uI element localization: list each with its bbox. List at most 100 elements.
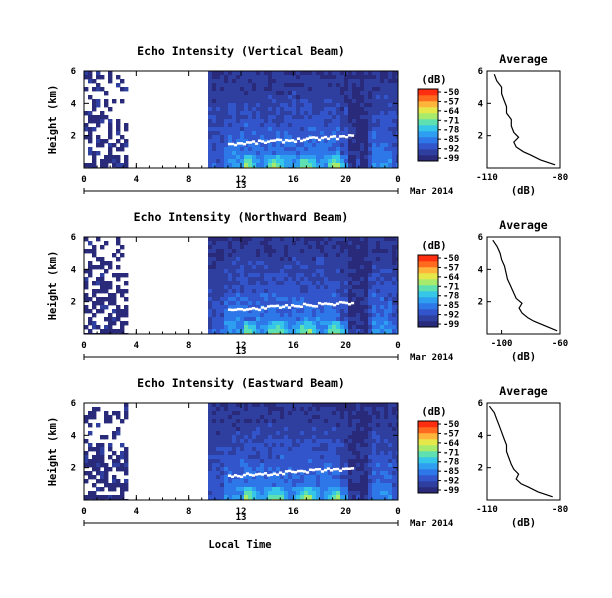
colorbar-tick-label: -57	[443, 97, 459, 107]
colorbar-segment	[418, 439, 438, 446]
colorbar-tick-label: -50	[443, 420, 459, 430]
profile-y-tick-label: 2	[478, 132, 483, 142]
x-tick-label: 8	[186, 507, 191, 517]
x-tick-label: 0	[81, 507, 86, 517]
day-label: 13	[236, 181, 247, 191]
colorbar-segment	[418, 421, 438, 428]
profile-y-tick-label: 4	[478, 431, 484, 441]
colorbar-tick-label: -85	[443, 301, 459, 311]
colorbar-segment	[418, 279, 438, 286]
panel-2: Echo Intensity (Northward Beam) Height (k…	[47, 210, 568, 363]
x-tick-label: 4	[134, 175, 140, 185]
colorbar-tick-label: -99	[443, 320, 459, 330]
y-tick-label: 4	[71, 99, 77, 109]
colorbar-tick-label: -85	[443, 467, 459, 477]
colorbar-tick-label: -50	[443, 254, 459, 264]
colorbar-tick-label: -78	[443, 126, 459, 136]
profile-x-tick-label: -80	[552, 173, 568, 183]
colorbar-segment	[418, 427, 438, 434]
y-tick-label: 6	[71, 67, 76, 77]
x-tick-label: 20	[340, 341, 351, 351]
colorbar-segment	[418, 469, 438, 476]
panel-3: Echo Intensity (Eastward Beam) Height (km…	[47, 376, 568, 529]
x-tick-label: 12	[236, 341, 247, 351]
y-axis-label: Height (km)	[47, 251, 59, 321]
date-label: Mar 2014	[410, 187, 454, 197]
profile-x-tick-label: -110	[476, 505, 498, 515]
colorbar-tick-label: -57	[443, 429, 459, 439]
x-tick-label: 0	[395, 507, 400, 517]
colorbar-segment	[418, 285, 438, 292]
profile-y-tick-label: 6	[478, 233, 483, 243]
profile-x-tick-label: -60	[552, 339, 568, 349]
colorbar-tick-label: -50	[443, 88, 459, 98]
y-tick-label: 2	[71, 464, 76, 474]
y-tick-label: 6	[71, 233, 76, 243]
colorbar-frame	[417, 254, 439, 328]
profile-y-tick-label: 2	[478, 464, 483, 474]
colorbar-segment	[418, 137, 438, 144]
colorbar-segment	[418, 487, 438, 494]
y-tick-label: 2	[71, 298, 76, 308]
colorbar-segment	[418, 291, 438, 298]
x-tick-label: 4	[134, 341, 140, 351]
colorbar-segment	[418, 321, 438, 328]
colorbar-segment	[418, 315, 438, 322]
x-tick-label: 16	[288, 507, 299, 517]
profile-y-tick-label: 4	[478, 265, 484, 275]
colorbar-segment	[418, 155, 438, 162]
colorbar-segment	[418, 89, 438, 96]
colorbar-segment	[418, 267, 438, 274]
x-tick-label: 0	[81, 175, 86, 185]
colorbar-tick-label: -64	[443, 107, 460, 117]
colorbar-segment	[418, 101, 438, 108]
x-tick-label: 8	[186, 341, 191, 351]
profile-x-label: (dB)	[511, 185, 536, 197]
x-tick-label: 4	[134, 507, 140, 517]
colorbar-segment	[418, 149, 438, 156]
panel-title: Echo Intensity (Eastward Beam)	[137, 376, 345, 390]
profile-x-tick-label: -100	[491, 339, 513, 349]
colorbar-segment	[418, 445, 438, 452]
panel-1: Echo Intensity (Vertical Beam) Height (km…	[47, 44, 568, 197]
colorbar-segment	[418, 143, 438, 150]
colorbar-tick-label: -64	[443, 439, 460, 449]
x-tick-label: 0	[81, 341, 86, 351]
profile-frame	[486, 70, 561, 169]
colorbar-tick-label: -71	[443, 448, 459, 458]
colorbar-segment	[418, 463, 438, 470]
colorbar-segment	[418, 107, 438, 114]
colorbar-segment	[418, 297, 438, 304]
profile-title: Average	[499, 384, 548, 398]
colorbar-segment	[418, 95, 438, 102]
profile-x-tick-label: -110	[476, 173, 498, 183]
colorbar-segment	[418, 261, 438, 268]
colorbar-tick-label: -92	[443, 477, 459, 487]
colorbar-segment	[418, 113, 438, 120]
x-tick-label: 16	[288, 341, 299, 351]
profile-x-label: (dB)	[511, 517, 536, 529]
profile-y-tick-label: 2	[478, 298, 483, 308]
y-axis-label: Height (km)	[47, 417, 59, 487]
profile-x-tick-label: -80	[552, 505, 568, 515]
colorbar-segment	[418, 303, 438, 310]
colorbar-frame	[417, 420, 439, 494]
date-label: Mar 2014	[410, 519, 454, 529]
colorbar-segment	[418, 255, 438, 262]
x-tick-label: 16	[288, 175, 299, 185]
heatmap-field	[84, 237, 398, 334]
colorbar-segment	[418, 125, 438, 132]
y-tick-label: 2	[71, 132, 76, 142]
day-label: 13	[236, 513, 247, 523]
colorbar-tick-label: -92	[443, 145, 459, 155]
colorbar-segment	[418, 433, 438, 440]
profile-y-tick-label: 6	[478, 399, 483, 409]
colorbar-unit: (dB)	[421, 406, 446, 418]
colorbar-segment	[418, 475, 438, 482]
colorbar-unit: (dB)	[421, 240, 446, 252]
colorbar-tick-label: -71	[443, 116, 459, 126]
colorbar-tick-label: -57	[443, 263, 459, 273]
x-tick-label: 12	[236, 507, 247, 517]
y-axis-label: Height (km)	[47, 85, 59, 155]
